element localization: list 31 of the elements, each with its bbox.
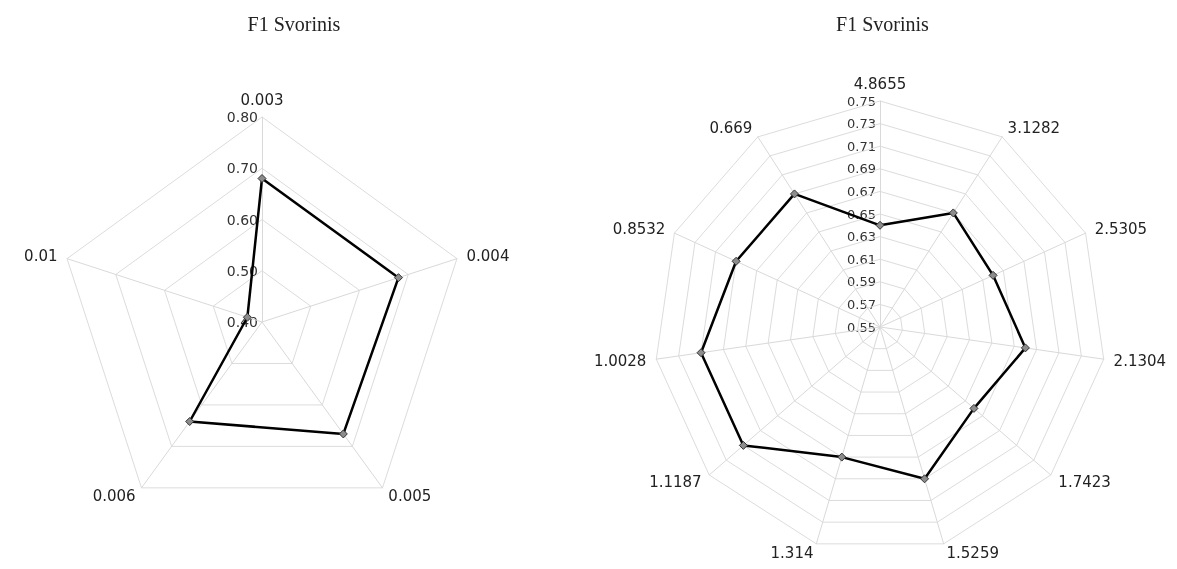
spoke-label: 0.669 xyxy=(709,119,753,138)
chart-title: F1 Svorinis xyxy=(247,13,341,35)
spoke-label: 0.006 xyxy=(92,486,136,505)
y-tick-label: 0.71 xyxy=(847,138,876,154)
y-tick-label: 0.75 xyxy=(847,93,876,109)
spoke-label: 1.314 xyxy=(770,544,814,563)
spoke-label: 0.8532 xyxy=(612,219,666,238)
spoke-label: 1.7423 xyxy=(1058,472,1111,491)
spoke-label: 1.1187 xyxy=(649,472,702,491)
y-tick-label: 0.61 xyxy=(847,251,876,267)
spoke-label: 0.004 xyxy=(466,246,510,265)
y-tick-label: 0.55 xyxy=(847,319,876,335)
spoke-label: 3.1282 xyxy=(1007,119,1061,138)
spoke-label: 4.8655 xyxy=(853,74,907,93)
y-tick-label: 0.59 xyxy=(847,274,876,290)
spoke-label: 2.1304 xyxy=(1113,351,1167,370)
y-tick-label: 0.70 xyxy=(226,160,258,177)
y-tick-label: 0.80 xyxy=(226,109,258,125)
chart-title: F1 Svorinis xyxy=(836,13,930,35)
y-tick-label: 0.57 xyxy=(847,296,876,312)
spoke-label: 0.005 xyxy=(388,486,432,505)
y-tick-label: 0.60 xyxy=(226,211,258,228)
spoke-label: 1.0028 xyxy=(593,351,647,370)
y-tick-label: 0.73 xyxy=(847,116,876,132)
y-tick-label: 0.67 xyxy=(847,183,876,199)
spoke-label: 0.01 xyxy=(24,246,58,265)
y-tick-label: 0.69 xyxy=(847,161,876,177)
spoke-label: 1.5259 xyxy=(946,544,999,563)
spoke-label: 0.003 xyxy=(240,90,284,109)
spoke-label: 2.5305 xyxy=(1094,219,1148,238)
y-tick-label: 0.63 xyxy=(847,229,876,245)
